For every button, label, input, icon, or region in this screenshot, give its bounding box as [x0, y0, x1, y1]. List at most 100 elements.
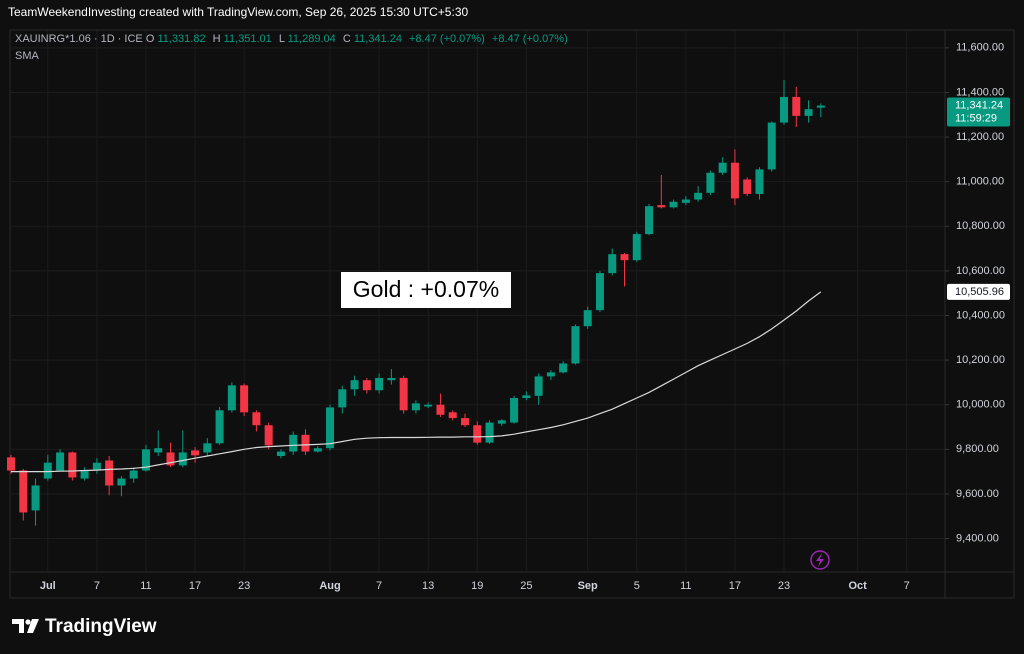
candle-body: [166, 452, 175, 466]
candle-body: [326, 407, 335, 449]
candle-body: [755, 169, 764, 194]
ohlc-key: C: [342, 33, 351, 45]
candle-body: [780, 96, 789, 123]
candle-body: [522, 395, 531, 399]
candle-body: [632, 234, 641, 261]
candle-body: [669, 201, 678, 208]
candle-body: [191, 450, 200, 456]
candle-body: [767, 122, 776, 170]
x-tick-label: Oct: [848, 580, 867, 592]
y-tick-label: 10,200.00: [956, 354, 1005, 366]
indicator-name: SMA: [15, 50, 39, 62]
ohlc-key: O: [145, 33, 155, 45]
candle-body: [19, 470, 28, 513]
candle-body: [399, 377, 408, 411]
y-tick-label: 11,600.00: [956, 42, 1004, 54]
candles: [7, 80, 825, 526]
candle-body: [645, 206, 654, 235]
candle-body: [411, 403, 420, 411]
y-tick-label: 10,800.00: [956, 220, 1005, 232]
candle-body: [448, 412, 457, 419]
x-tick-label: 25: [520, 580, 532, 592]
x-tick-label: Sep: [578, 580, 598, 592]
sma-price-label: 10,505.96: [955, 286, 1004, 298]
y-tick-label: 9,400.00: [956, 532, 999, 544]
candle-body: [497, 420, 506, 424]
candle-body: [730, 162, 739, 199]
candle-body: [706, 172, 715, 193]
candle-body: [362, 380, 371, 391]
candle-body: [436, 404, 445, 415]
y-tick-label: 11,200.00: [956, 131, 1004, 143]
candle-body: [681, 199, 690, 203]
x-tick-label: 11: [680, 580, 691, 592]
candle-body: [424, 404, 433, 407]
change: +8.47 (+0.07%): [409, 33, 485, 45]
candle-body: [595, 273, 604, 311]
y-tick-label: 11,000.00: [956, 176, 1004, 188]
candle-body: [252, 412, 261, 426]
candle-body: [105, 460, 114, 486]
x-tick-label: 13: [422, 580, 434, 592]
candle-body: [43, 462, 52, 479]
last-price-label: 11,341.24: [955, 99, 1003, 111]
ohlc-value: 11,341.24: [353, 33, 402, 45]
candle-body: [215, 410, 224, 444]
sma-line: [11, 291, 822, 473]
grid: [10, 30, 945, 572]
frame: [9, 29, 1015, 599]
candle-body: [7, 457, 15, 471]
candle-body: [657, 205, 666, 208]
countdown: 11:59:29: [955, 112, 997, 124]
replay-icon: [810, 550, 830, 570]
candle-body: [485, 422, 494, 443]
candle-body: [338, 389, 347, 408]
candle-body: [816, 105, 825, 108]
ohlc-value: 11,331.82: [157, 33, 206, 45]
y-tick-label: 10,600.00: [956, 265, 1005, 277]
candle-body: [387, 377, 396, 381]
legend: XAUINRG*1.06 · 1D · ICE O 11,331.82 H 11…: [15, 33, 572, 45]
candle-body: [559, 363, 568, 373]
brand-name: TradingView: [45, 616, 157, 637]
y-tick-label: 11,400.00: [956, 86, 1004, 98]
candle-body: [792, 96, 801, 116]
candle-body: [350, 380, 359, 390]
ohlc-value: 11,351.01: [223, 33, 272, 45]
x-tick-label: 23: [238, 580, 250, 592]
candle-body: [534, 376, 543, 396]
candle-body: [264, 425, 273, 446]
candle-body: [129, 470, 138, 479]
candle-body: [718, 162, 727, 173]
x-tick-label: Jul: [40, 580, 56, 592]
candle-body: [203, 443, 212, 453]
x-tick-label: 7: [904, 580, 910, 592]
caption: TeamWeekendInvesting created with Tradin…: [8, 5, 469, 19]
candle-body: [80, 470, 89, 479]
ohlc-key: L: [278, 33, 285, 45]
x-tick-label: 11: [140, 580, 151, 592]
brand-logo: [12, 619, 39, 633]
candle-body: [571, 326, 580, 364]
y-tick-label: 10,400.00: [956, 309, 1005, 321]
sma-price-box: [947, 283, 1010, 300]
x-tick-label: 17: [189, 580, 201, 592]
x-tick-label: 19: [471, 580, 483, 592]
candle-body: [56, 452, 65, 471]
candle-body: [608, 254, 617, 274]
candle-body: [276, 451, 285, 457]
candle-body: [546, 372, 555, 377]
candle-body: [375, 377, 384, 391]
candle-body: [743, 179, 752, 194]
y-tick-label: 9,800.00: [956, 443, 999, 455]
candle-body: [289, 434, 298, 452]
candle-body: [620, 254, 629, 261]
candle-body: [510, 398, 519, 423]
candle-body: [694, 192, 703, 200]
ohlc-value: 11,289.04: [287, 33, 336, 45]
candle-body: [313, 448, 322, 452]
candle-body: [227, 385, 236, 411]
